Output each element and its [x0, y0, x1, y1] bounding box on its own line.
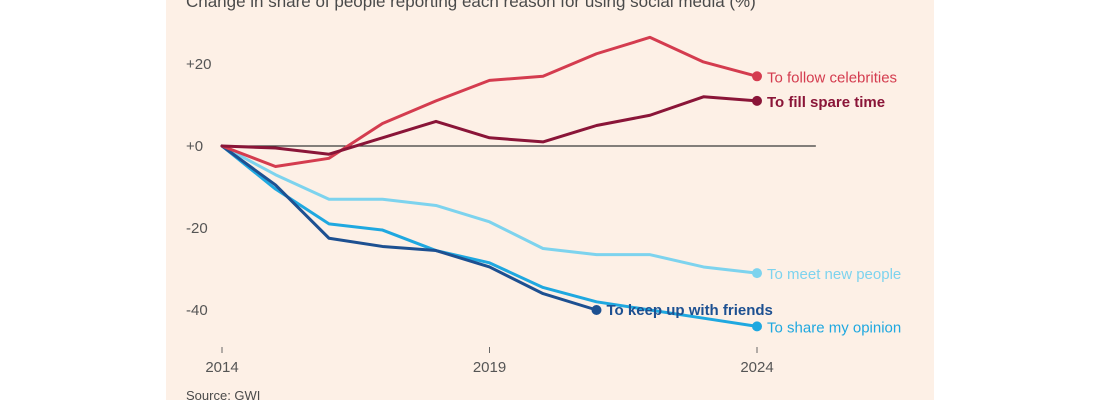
series-line [220, 35, 759, 168]
y-tick-label: -20 [186, 220, 208, 237]
series-label: To keep up with friends [607, 302, 773, 319]
series-end-marker [752, 321, 762, 332]
series-line [220, 95, 759, 156]
series-end-marker [752, 71, 762, 82]
chart-subtitle: Change in share of people reporting each… [186, 0, 756, 11]
series-line [220, 144, 759, 275]
series-end-marker [591, 305, 602, 315]
series-label: To follow celebrities [767, 69, 897, 86]
series-label: To share my opinion [767, 319, 901, 336]
x-tick-label: 2024 [740, 359, 773, 376]
y-tick-label: +20 [186, 56, 211, 73]
y-tick-label: +0 [186, 138, 203, 155]
chart-source: Source: GWI [186, 388, 261, 400]
series-label: To meet new people [767, 266, 901, 283]
series-line [220, 144, 598, 312]
line-chart: +20 +0 -20 -40 2014 2019 2024 To meet new peopl… [186, 35, 901, 376]
series-end-marker [752, 268, 762, 279]
chart-panel: Change in share of people reporting each… [166, 0, 934, 400]
series-label: To fill spare time [767, 94, 885, 111]
y-tick-label: -40 [186, 302, 208, 319]
series-line [220, 144, 759, 328]
series-end-marker [752, 95, 762, 106]
x-tick-label: 2014 [205, 359, 238, 376]
x-tick-label: 2019 [473, 359, 506, 376]
